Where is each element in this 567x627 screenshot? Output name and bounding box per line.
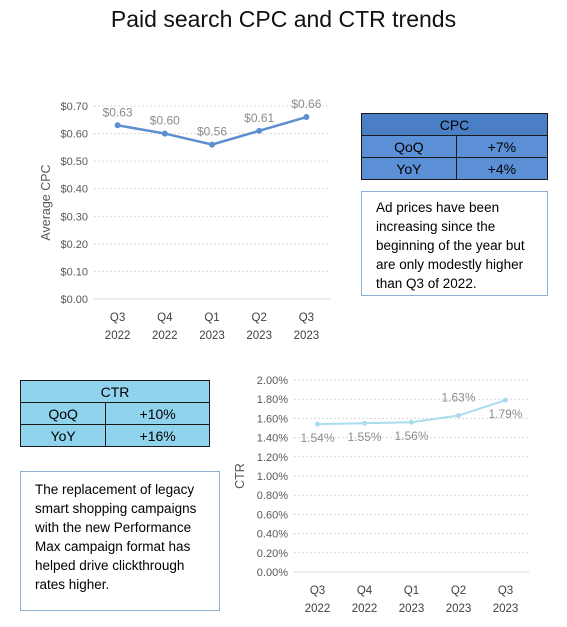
- cpc-line-chart: $0.00 $0.10 $0.20 $0.30 $0.40 $0.50 $0.60 $0.70…: [39, 97, 330, 342]
- cpc-yoy-value: +4%: [455, 157, 549, 180]
- cpc-yoy-label: YoY: [361, 157, 457, 180]
- y-tick-label: $0.60: [60, 129, 88, 141]
- y-tick-label: 1.40%: [257, 433, 288, 445]
- y-tick-label: $0.40: [60, 184, 88, 196]
- y-tick-label: $0.10: [60, 266, 88, 278]
- y-tick-label: $0.00: [60, 294, 88, 306]
- y-tick-label: $0.70: [60, 101, 88, 113]
- y-tick-label: 1.00%: [257, 471, 288, 483]
- y-tick-label: 1.80%: [257, 394, 288, 406]
- cpc-qoq-label: QoQ: [361, 135, 457, 158]
- cpc-note: Ad prices have been increasing since the…: [361, 191, 548, 296]
- page-title: Paid search CPC and CTR trends: [110, 6, 457, 32]
- x-tick-label: Q1: [204, 312, 219, 324]
- x-tick-label: Q4: [357, 585, 373, 597]
- data-point: [114, 122, 121, 129]
- data-label: 1.56%: [394, 429, 428, 443]
- cpc-qoq-value: +7%: [455, 135, 549, 158]
- x-tick-label: Q2: [252, 312, 267, 324]
- x-tick-label: Q3: [110, 312, 125, 324]
- x-tick-label-year: 2023: [294, 330, 320, 342]
- y-tick-label: 1.20%: [257, 452, 288, 464]
- y-tick-label: $0.50: [60, 156, 88, 168]
- data-point: [161, 130, 168, 137]
- cpc-change-table: CPC QoQ +7% YoY +4%: [361, 113, 549, 180]
- data-point: [256, 127, 263, 134]
- ctr-table-header: CTR: [20, 380, 210, 403]
- y-tick-label: 0.80%: [257, 490, 288, 502]
- y-tick-label: 0.20%: [257, 548, 288, 560]
- data-label: $0.60: [150, 114, 180, 128]
- y-axis-label: Average CPC: [39, 164, 53, 240]
- x-tick-label-year: 2022: [152, 330, 178, 342]
- data-point: [503, 397, 508, 403]
- data-label: $0.61: [244, 111, 274, 125]
- x-tick-label: Q1: [404, 585, 419, 597]
- y-tick-label: 2.00%: [257, 375, 288, 387]
- ctr-qoq-value: +10%: [105, 402, 210, 425]
- x-tick-label: Q3: [498, 585, 513, 597]
- data-label: $0.63: [103, 105, 133, 119]
- y-axis-label: CTR: [233, 463, 247, 489]
- cpc-table-header: CPC: [361, 113, 548, 136]
- y-tick-label: 0.40%: [257, 529, 288, 541]
- data-point: [456, 413, 461, 419]
- ctr-note: The replacement of legacy smart shopping…: [20, 471, 220, 611]
- ctr-yoy-label: YoY: [19, 424, 107, 447]
- x-tick-label-year: 2023: [399, 603, 425, 615]
- data-point: [409, 419, 414, 425]
- data-label: $0.66: [291, 97, 321, 111]
- data-point: [209, 141, 215, 148]
- ctr-yoy-value: +16%: [105, 424, 210, 447]
- x-tick-label: Q3: [310, 585, 325, 597]
- data-point: [362, 420, 367, 426]
- ctr-qoq-label: QoQ: [19, 402, 107, 425]
- y-tick-label: 0.00%: [257, 567, 288, 579]
- x-tick-label-year: 2023: [199, 330, 225, 342]
- x-tick-label-year: 2022: [105, 330, 131, 342]
- x-tick-label-year: 2023: [493, 603, 519, 615]
- y-tick-label: 1.60%: [257, 413, 288, 425]
- x-tick-label-year: 2022: [305, 603, 331, 615]
- y-tick-label: $0.30: [60, 211, 88, 223]
- x-tick-label: Q4: [157, 312, 173, 324]
- y-tick-label: 0.60%: [257, 509, 288, 521]
- data-label: 1.55%: [347, 430, 381, 444]
- x-tick-label-year: 2023: [246, 330, 272, 342]
- data-label: 1.54%: [300, 431, 334, 445]
- ctr-line-chart: 0.00% 0.20% 0.40% 0.60% 0.80% 1.00% 1.20% 1.40%…: [233, 375, 529, 615]
- ctr-change-table: CTR QoQ +10% YoY +16%: [19, 380, 210, 447]
- data-label: 1.79%: [488, 407, 522, 421]
- data-point: [315, 421, 320, 427]
- data-point: [303, 114, 310, 121]
- data-label: 1.63%: [441, 391, 475, 405]
- x-tick-label-year: 2022: [352, 603, 378, 615]
- data-label: $0.56: [197, 125, 227, 139]
- x-tick-label: Q3: [299, 312, 314, 324]
- x-tick-label: Q2: [451, 585, 466, 597]
- x-tick-label-year: 2023: [446, 603, 472, 615]
- y-tick-label: $0.20: [60, 239, 88, 251]
